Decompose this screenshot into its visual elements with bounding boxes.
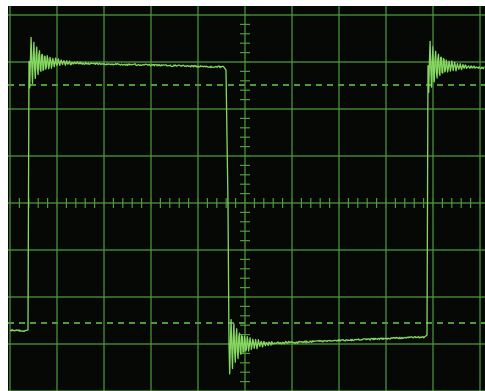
page: (() => { JSON.parse(document.getElementB…	[0, 0, 485, 391]
oscilloscope-screen	[0, 0, 485, 391]
